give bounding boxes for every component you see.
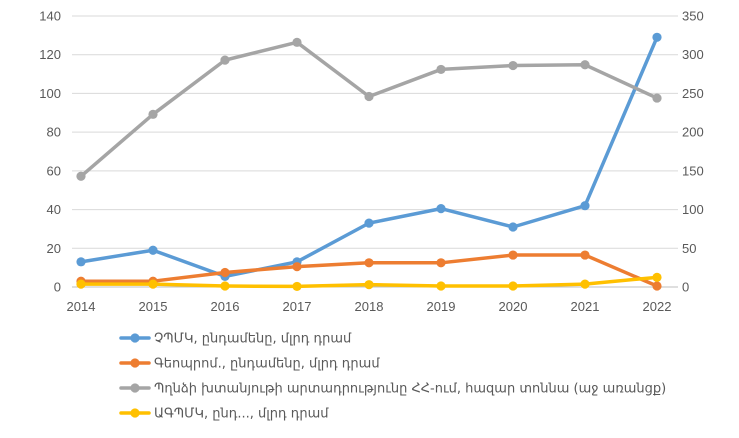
- data-point: [364, 218, 374, 228]
- y-right-tick-label: 0: [682, 280, 689, 295]
- legend-item: Պղնձի խտանյութի արտադրությունը ՀՀ-ում, հ…: [119, 382, 666, 397]
- data-point: [364, 280, 374, 290]
- x-tick-label: 2014: [67, 299, 96, 314]
- y-right-tick-label: 350: [682, 9, 704, 24]
- series-3: [76, 37, 662, 181]
- series-line: [79, 40, 659, 179]
- y-left-tick-label: 140: [39, 9, 61, 24]
- legend-item: Գեոպրոմ., ընդամենը, մլրդ դրամ: [119, 357, 380, 372]
- data-point: [580, 279, 590, 289]
- data-point: [292, 281, 302, 292]
- data-point: [436, 64, 446, 75]
- series-4: [76, 272, 662, 292]
- x-tick-label: 2017: [283, 299, 312, 314]
- data-point: [580, 60, 590, 70]
- x-tick-label: 2021: [571, 299, 600, 314]
- data-point: [148, 245, 158, 255]
- legend-marker: [130, 408, 140, 418]
- data-point: [148, 109, 158, 119]
- data-point: [436, 281, 446, 291]
- y-right-tick-label: 150: [682, 163, 704, 178]
- legend-marker: [130, 383, 140, 393]
- y-left-tick-label: 80: [47, 125, 61, 140]
- legend-item: ՉՊՄԿ, ընդամենը, մլրդ դրամ: [119, 332, 352, 347]
- y-left-tick-label: 20: [47, 241, 61, 256]
- legend-label: Գեոպրոմ., ընդամենը, մլրդ դրամ: [154, 357, 380, 372]
- data-point: [508, 250, 518, 260]
- data-point: [292, 37, 302, 47]
- axes: 0 20 40 60 80 100 120 140 0 50 100 150 200 250 300 350 2…: [39, 9, 703, 315]
- data-point: [580, 201, 590, 211]
- legend-marker: [130, 333, 140, 343]
- x-tick-label: 2015: [139, 299, 168, 314]
- data-point: [508, 281, 518, 291]
- y-right-tick-label: 250: [682, 86, 704, 101]
- series-line: [79, 35, 659, 279]
- legend-label: ԱԳՊՄԿ, ընդ..., մլրդ դրամ: [154, 407, 329, 422]
- y-left-tick-label: 0: [54, 280, 61, 295]
- y-left-tick-label: 100: [39, 86, 61, 101]
- legend-item: ԱԳՊՄԿ, ընդ..., մլրդ դրամ: [119, 407, 329, 422]
- x-tick-label: 2018: [355, 299, 384, 314]
- data-point: [364, 258, 374, 268]
- data-point: [652, 32, 662, 42]
- series-2: [76, 250, 662, 291]
- data-point: [652, 281, 662, 291]
- data-point: [364, 91, 374, 102]
- data-point: [76, 257, 86, 267]
- legend-label: ՉՊՄԿ, ընդամենը, մլրդ դրամ: [154, 332, 352, 347]
- y-right-tick-label: 50: [682, 241, 696, 256]
- y-left-tick-label: 40: [47, 202, 61, 217]
- data-point: [220, 281, 230, 291]
- y-right-tick-label: 300: [682, 47, 704, 62]
- data-point: [652, 272, 662, 282]
- data-point: [76, 279, 86, 289]
- data-point: [292, 262, 302, 272]
- series-lines: [76, 32, 662, 292]
- x-tick-label: 2016: [211, 299, 240, 314]
- data-point: [652, 93, 662, 103]
- legend: ՉՊՄԿ, ընդամենը, մլրդ դրամ Գեոպրոմ., ընդամ…: [119, 332, 666, 422]
- data-point: [508, 60, 518, 71]
- data-point: [436, 204, 446, 214]
- y-right-tick-label: 100: [682, 202, 704, 217]
- gridlines: [72, 15, 678, 288]
- y-left-tick-label: 60: [47, 163, 61, 178]
- x-tick-label: 2022: [643, 299, 672, 314]
- data-point: [220, 267, 230, 278]
- series-1: [76, 32, 662, 281]
- data-point: [508, 222, 518, 232]
- legend-marker: [130, 358, 140, 368]
- data-point: [580, 250, 590, 260]
- y-right-tick-label: 200: [682, 125, 704, 140]
- data-point: [76, 171, 86, 181]
- x-tick-label: 2019: [427, 299, 456, 314]
- legend-label: Պղնձի խտանյութի արտադրությունը ՀՀ-ում, հ…: [154, 382, 666, 397]
- x-tick-label: 2020: [499, 299, 528, 314]
- data-point: [436, 258, 446, 268]
- data-point: [148, 279, 158, 289]
- data-point: [220, 55, 230, 65]
- y-left-tick-label: 120: [39, 47, 61, 62]
